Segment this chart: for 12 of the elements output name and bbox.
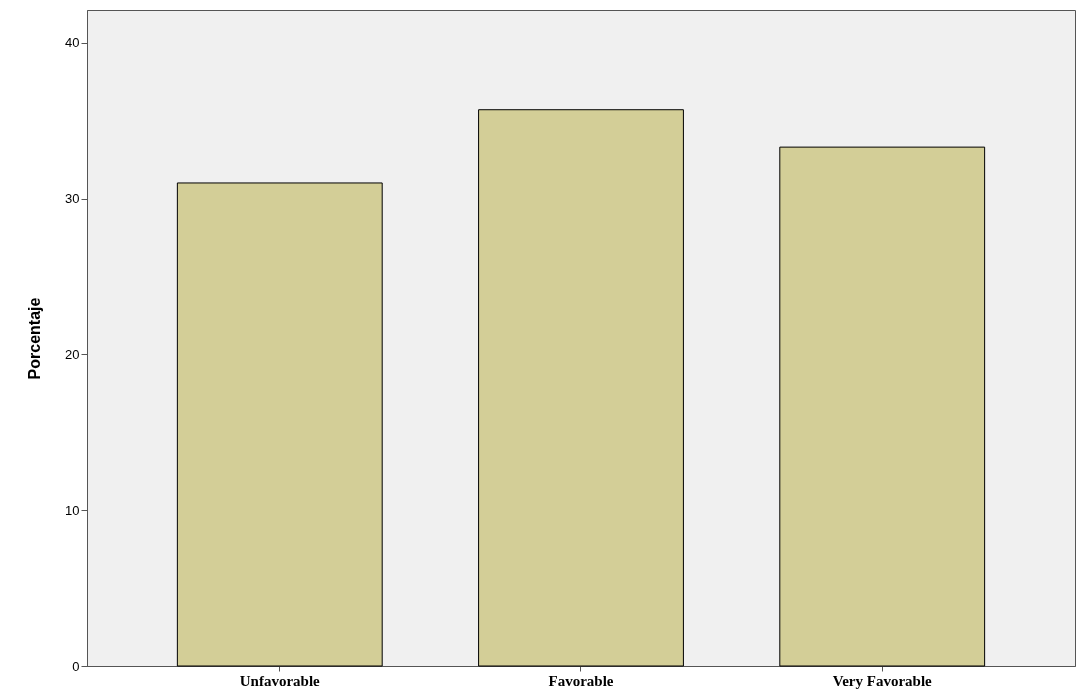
y-tick-label: 10 [65, 502, 80, 518]
y-axis-title: Porcentaje [26, 297, 44, 380]
y-tick-label: 40 [65, 35, 80, 51]
bar [478, 109, 684, 667]
y-tick-label: 0 [72, 658, 80, 674]
bar [176, 182, 383, 667]
y-tick-label: 30 [65, 191, 80, 207]
x-tick-label: Unfavorable [239, 672, 321, 689]
y-tick-label: 20 [65, 346, 80, 362]
x-tick-label: Favorable [548, 672, 614, 689]
bar [779, 146, 986, 667]
x-tick-label: Very Favorable [832, 672, 933, 689]
